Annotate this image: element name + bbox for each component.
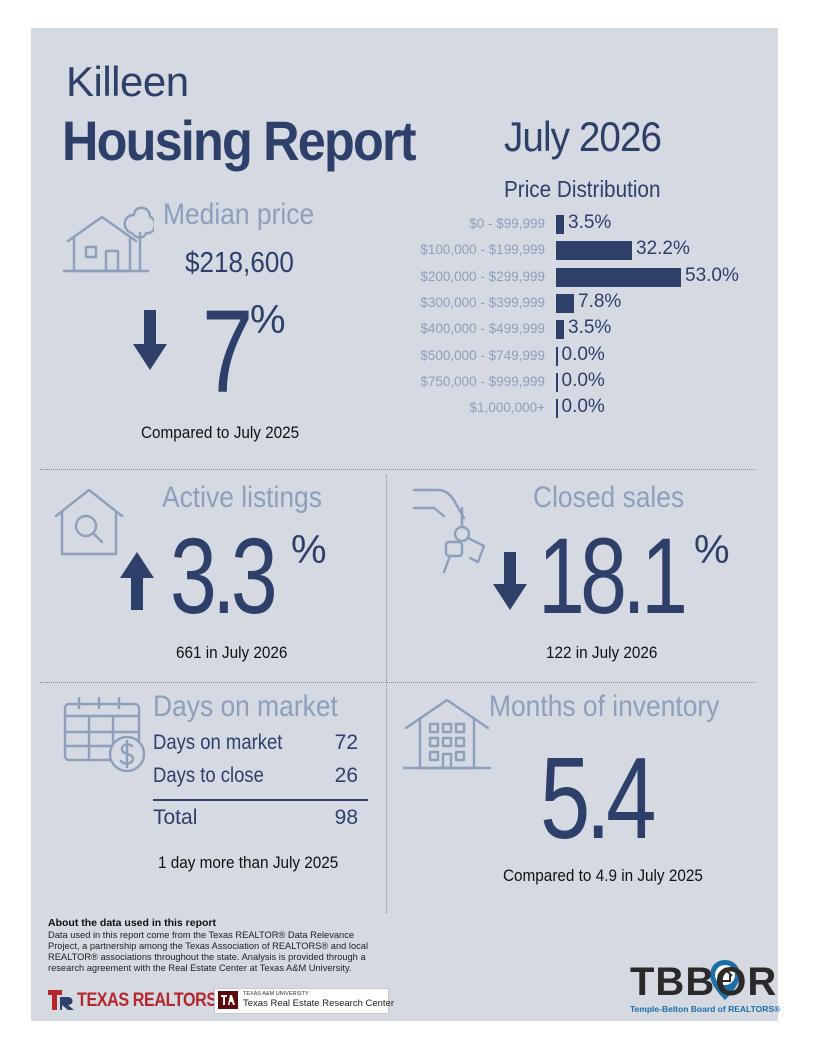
active-listings-title: Active listings <box>162 481 322 514</box>
city-name: Killeen <box>66 58 189 105</box>
about-text: Data used in this report come from the T… <box>48 930 369 973</box>
price-bar-value: 32.2% <box>636 238 690 259</box>
median-price-change: 7 <box>202 286 253 418</box>
arrow-down-icon <box>133 310 167 370</box>
arrow-down-icon <box>493 552 527 610</box>
closed-sales-change: 18.1 <box>538 515 688 636</box>
median-price-value: $218,600 <box>185 247 294 279</box>
row-value: 72 <box>334 731 358 754</box>
active-listings-unit: % <box>291 528 327 572</box>
price-bar <box>556 241 632 260</box>
months-inventory-caption: Compared to 4.9 in July 2025 <box>503 866 703 885</box>
closed-sales-unit: % <box>694 528 730 572</box>
report-period: July 2026 <box>504 113 662 160</box>
house-tree-icon <box>62 206 154 273</box>
hand-keys-icon <box>412 488 486 574</box>
about-title: About the data used in this report <box>48 917 217 929</box>
tbbor-wordmark: TBBOR <box>630 960 778 1004</box>
price-range-label: $1,000,000+ <box>469 400 545 415</box>
price-range-label: $500,000 - $749,999 <box>420 348 545 363</box>
house-search-icon <box>54 488 124 556</box>
tamu-emblem-icon <box>218 991 238 1009</box>
map-pin-house-icon <box>710 960 740 1000</box>
total-value: 98 <box>334 806 358 829</box>
months-inventory-title: Months of inventory <box>489 690 720 723</box>
price-bar-value: 7.8% <box>578 291 622 312</box>
row-value: 26 <box>334 764 358 787</box>
divider <box>386 475 387 913</box>
price-range-label: $200,000 - $299,999 <box>420 269 545 284</box>
price-bar <box>556 399 558 418</box>
price-bar <box>556 373 558 392</box>
total-rule <box>153 799 368 801</box>
median-price-title: Median price <box>163 198 315 231</box>
months-inventory-value: 5.4 <box>540 733 656 863</box>
closed-sales-title: Closed sales <box>533 481 685 514</box>
price-bar-value: 3.5% <box>568 317 612 338</box>
median-price-caption: Compared to July 2025 <box>141 423 300 442</box>
price-bar-value: 0.0% <box>561 370 605 391</box>
texas-realtors-logo <box>48 990 74 1010</box>
total-row: Total 98 <box>153 806 358 830</box>
price-bar <box>556 320 564 339</box>
price-bar <box>556 268 681 287</box>
apartment-building-icon <box>402 698 492 770</box>
price-bar-value: 0.0% <box>561 344 605 365</box>
median-price-unit: % <box>250 298 286 342</box>
price-bar <box>556 347 558 366</box>
price-distribution-title: Price Distribution <box>504 176 661 202</box>
tamu-logo-box <box>214 988 389 1014</box>
closed-sales-caption: 122 in July 2026 <box>546 643 658 662</box>
active-listings-caption: 661 in July 2026 <box>176 643 288 662</box>
tamu-center-label: Texas Real Estate Research Center <box>243 998 395 1009</box>
report-title: Housing Report <box>62 109 417 172</box>
price-bar <box>556 294 574 313</box>
price-bar-value: 53.0% <box>685 265 739 286</box>
divider <box>40 682 756 683</box>
price-range-label: $400,000 - $499,999 <box>420 321 545 336</box>
active-listings-change: 3.3 <box>170 515 278 636</box>
price-range-label: $100,000 - $199,999 <box>420 242 545 257</box>
texas-realtors-wordmark: TEXAS REALTORS <box>77 990 217 1011</box>
days-on-market-row: Days on market 72 <box>153 731 358 755</box>
price-range-label: $750,000 - $999,999 <box>420 374 545 389</box>
days-to-close-row: Days to close 26 <box>153 764 358 788</box>
price-bar-value: 0.0% <box>561 396 605 417</box>
row-label: Days to close <box>153 764 264 787</box>
price-bar <box>556 215 564 234</box>
report-panel <box>31 28 778 1021</box>
price-range-label: $0 - $99,999 <box>469 216 545 231</box>
total-label: Total <box>153 806 198 829</box>
row-label: Days on market <box>153 731 283 754</box>
tbbor-tagline: Temple-Belton Board of REALTORS® <box>630 1004 781 1014</box>
days-on-market-title: Days on market <box>153 690 338 723</box>
tamu-university-label: TEXAS A&M UNIVERSITY <box>243 991 309 997</box>
divider <box>40 469 756 470</box>
calendar-dollar-icon <box>63 696 146 773</box>
days-on-market-caption: 1 day more than July 2025 <box>158 853 339 872</box>
price-range-label: $300,000 - $399,999 <box>420 295 545 310</box>
arrow-up-icon <box>120 552 154 610</box>
price-bar-value: 3.5% <box>568 212 612 233</box>
